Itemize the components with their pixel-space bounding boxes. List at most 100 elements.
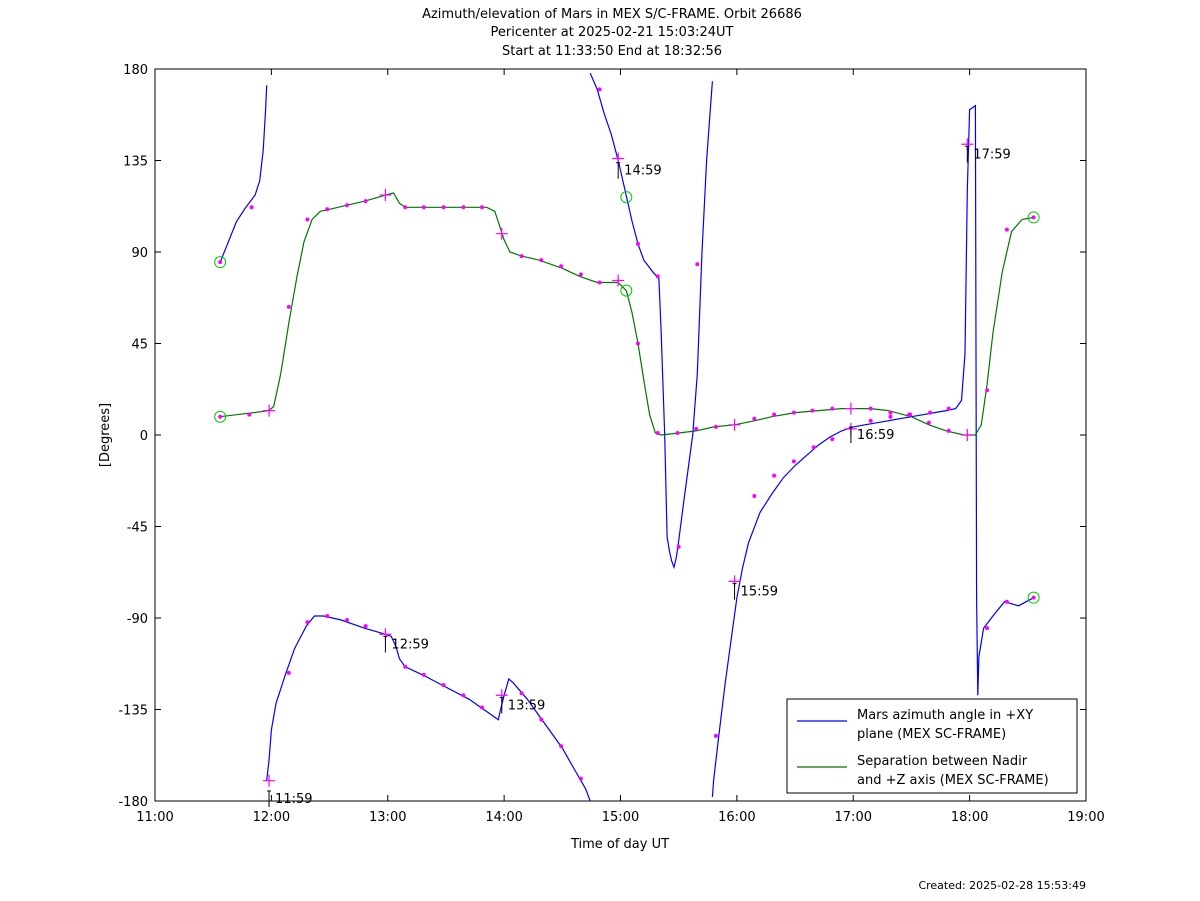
azimuth-data-point: [559, 744, 564, 749]
x-tick-label: 15:00: [602, 810, 639, 825]
y-tick-label: -45: [127, 521, 148, 536]
azimuth-data-point: [888, 414, 893, 419]
separation-data-point: [635, 341, 640, 346]
separation-data-point: [772, 412, 777, 417]
separation-end-circle: [214, 410, 227, 423]
azimuth-end-circle: [1027, 591, 1040, 604]
annotation-label: 11:59: [275, 792, 312, 807]
y-tick-label: 180: [123, 63, 148, 78]
azimuth-data-point: [928, 410, 933, 415]
azimuth-series-line: [589, 72, 713, 570]
separation-data-point: [403, 205, 408, 210]
azimuth-data-point: [830, 437, 835, 442]
plot-area: 11:00 12:00 13:00 14:00 15:00 16:00 17:00 18:00…: [118, 63, 1104, 825]
separation-hour-marker: [844, 402, 857, 415]
legend-label-separation: and +Z axis (MEX SC-FRAME): [857, 773, 1049, 788]
azimuth-series-line: [711, 104, 1034, 797]
separation-data-point: [218, 414, 223, 419]
azimuth-data-point: [695, 262, 700, 267]
y-tick-label: 45: [131, 338, 148, 353]
azimuth-hour-marker: [263, 774, 276, 787]
azimuth-data-point: [325, 613, 330, 618]
y-tick-label: 90: [131, 246, 148, 261]
azimuth-data-point: [811, 445, 816, 450]
x-tick-label: 18:00: [951, 810, 988, 825]
separation-hour-marker: [379, 189, 392, 202]
separation-data-point: [539, 258, 544, 263]
separation-data-point: [461, 205, 466, 210]
separation-data-point: [345, 203, 350, 208]
separation-data-point: [519, 254, 524, 259]
azimuth-data-point: [441, 683, 446, 688]
legend-label-separation: Separation between Nadir: [857, 754, 1028, 769]
x-tick-label: 17:00: [835, 810, 872, 825]
separation-data-point: [694, 426, 699, 431]
separation-data-point: [559, 264, 564, 269]
x-tick-label: 16:00: [718, 810, 755, 825]
y-tick-label: 135: [123, 155, 148, 170]
separation-data-point: [325, 207, 330, 212]
legend-box: [786, 698, 1078, 794]
azimuth-data-point: [539, 717, 544, 722]
separation-data-point: [752, 416, 757, 421]
separation-data-point: [713, 424, 718, 429]
azimuth-data-point: [461, 693, 466, 698]
separation-data-point: [868, 406, 873, 411]
separation-hour-marker: [961, 429, 974, 441]
separation-series-line: [220, 192, 1034, 436]
azimuth-data-point: [868, 418, 873, 423]
azimuth-data-point: [772, 473, 777, 478]
azimuth-end-circle: [214, 256, 227, 269]
separation-data-point: [907, 412, 912, 417]
annotation-label: 13:59: [508, 698, 545, 713]
azimuth-data-point: [791, 459, 796, 464]
azimuth-data-point: [480, 705, 485, 710]
separation-end-circle: [1027, 211, 1040, 224]
legend-label-azimuth: Mars azimuth angle in +XY: [857, 708, 1033, 723]
annotation-label: 17:59: [973, 147, 1010, 162]
separation-data-point: [926, 420, 931, 425]
y-tick-label: -180: [118, 795, 148, 810]
azimuth-data-point: [363, 624, 368, 629]
x-tick-label: 12:00: [253, 810, 290, 825]
y-tick-label: -135: [118, 704, 148, 719]
separation-data-point: [1031, 215, 1036, 220]
azimuth-data-point: [305, 620, 310, 625]
separation-data-point: [421, 205, 426, 210]
annotation-label: 15:59: [741, 585, 778, 600]
separation-data-point: [578, 272, 583, 277]
azimuth-data-point: [403, 664, 408, 669]
separation-end-circle: [620, 191, 633, 204]
separation-data-point: [791, 410, 796, 415]
azimuth-data-point: [249, 205, 254, 210]
y-tick-label: -90: [127, 612, 148, 627]
azimuth-data-point: [578, 776, 583, 781]
separation-data-point: [810, 408, 815, 413]
created-timestamp: Created: 2025-02-28 15:53:49: [918, 879, 1086, 892]
azimuth-data-point: [218, 260, 223, 265]
separation-hour-marker: [263, 404, 276, 417]
separation-data-point: [597, 280, 602, 285]
separation-data-point: [946, 428, 951, 433]
separation-data-point: [286, 304, 291, 309]
annotation-label: 14:59: [624, 164, 661, 179]
azimuth-data-point: [752, 494, 757, 498]
y-axis-label: [Degrees]: [98, 403, 113, 467]
azimuth-data-point: [597, 87, 602, 92]
separation-data-point: [1004, 227, 1009, 232]
chart-title-line-1: Azimuth/elevation of Mars in MEX S/C-FRA…: [422, 7, 802, 22]
azimuth-data-point: [1031, 595, 1036, 600]
chart-title-line-3: Start at 11:33:50 End at 18:32:56: [502, 44, 722, 59]
x-tick-label: 19:00: [1067, 810, 1104, 825]
separation-end-circle: [620, 284, 633, 297]
separation-data-point: [675, 430, 680, 435]
y-tick-label: 0: [140, 429, 148, 444]
x-tick-label: 14:00: [485, 810, 522, 825]
annotation-label: 12:59: [391, 637, 428, 652]
separation-data-point: [985, 388, 990, 393]
azimuth-data-point: [1004, 599, 1009, 604]
separation-data-point: [247, 412, 252, 417]
x-tick-label: 11:00: [136, 810, 173, 825]
x-axis-label: Time of day UT: [570, 837, 669, 852]
